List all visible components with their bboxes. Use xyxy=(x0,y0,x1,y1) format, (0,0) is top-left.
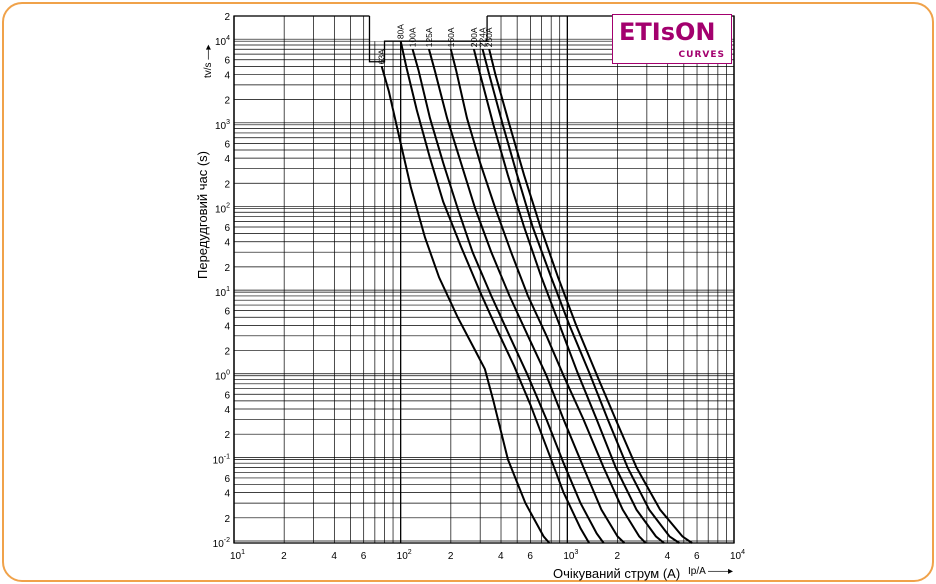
y-tick-label: 6 xyxy=(224,307,230,318)
y-tick-label: 2 xyxy=(224,12,230,23)
x-tick-label: 6 xyxy=(527,551,533,562)
y-tick-label: 104 xyxy=(215,35,230,48)
y-tick-label: 6 xyxy=(224,223,230,234)
x-tick-label: 4 xyxy=(331,551,337,562)
chart-grid xyxy=(233,15,735,544)
grid-top-notch xyxy=(368,15,488,63)
curve-label-200A: 200A xyxy=(469,27,479,47)
x-tick-label: 6 xyxy=(361,551,367,562)
x-tick-label: 2 xyxy=(281,551,287,562)
curve-label-100A: 100A xyxy=(408,27,418,47)
y-tick-label: 6 xyxy=(224,139,230,150)
x-axis-symbol: Ip/A ——▸ xyxy=(688,566,733,577)
y-tick-labels: 2 104 6 4 2 103 6 4 2 102 6 4 2 101 6 4 2 100 6 4 2 10-1 6 4 2 10… xyxy=(213,12,231,550)
x-tick-label: 4 xyxy=(498,551,504,562)
curve-label-250A: 250A xyxy=(484,27,494,47)
y-tick-label: 4 xyxy=(224,321,230,332)
y-tick-label: 2 xyxy=(224,347,230,358)
y-tick-label: 10-2 xyxy=(213,537,230,550)
y-tick-label: 4 xyxy=(224,154,230,165)
curve-200A xyxy=(472,49,665,544)
x-tick-labels: 101 2 4 6 102 2 4 6 103 2 4 6 104 xyxy=(230,549,745,562)
y-tick-label: 102 xyxy=(215,202,230,215)
x-tick-label: 101 xyxy=(230,549,245,562)
y-tick-label: 2 xyxy=(224,96,230,107)
curve-63A xyxy=(380,66,551,544)
y-tick-label: 4 xyxy=(224,405,230,416)
y-tick-label: 10-1 xyxy=(213,453,230,466)
curves xyxy=(380,40,693,544)
curve-label-125A: 125A xyxy=(424,27,434,47)
logo-subtext: CURVES xyxy=(678,50,725,60)
y-tick-label: 100 xyxy=(215,370,230,383)
logo-text: ETIsON xyxy=(619,18,716,46)
curve-250A xyxy=(488,49,693,544)
curve-label-80A: 80A xyxy=(396,24,406,39)
grid-notch-background xyxy=(369,15,488,42)
curve-125A xyxy=(428,49,626,544)
y-tick-label: 2 xyxy=(224,179,230,190)
axis-titles: Очікуваний струм (A) Ip/A ——▸ Передудговий… xyxy=(195,45,733,581)
curve-160A xyxy=(449,49,647,544)
y-tick-label: 4 xyxy=(224,238,230,249)
x-tick-label: 102 xyxy=(397,549,412,562)
x-tick-label: 104 xyxy=(730,549,745,562)
y-axis-symbol: tv/s —▸ xyxy=(203,45,214,78)
y-tick-label: 4 xyxy=(224,70,230,81)
y-tick-label: 6 xyxy=(224,56,230,67)
x-tick-label: 6 xyxy=(694,551,700,562)
x-tick-label: 103 xyxy=(563,549,578,562)
curve-label-63A: 63A xyxy=(377,49,387,64)
x-tick-label: 4 xyxy=(665,551,671,562)
curve-label-224A: 224A xyxy=(478,27,488,47)
y-tick-label: 6 xyxy=(224,390,230,401)
y-tick-label: 4 xyxy=(224,489,230,500)
y-axis-title: Передудговий час (s) xyxy=(195,151,210,279)
curve-80A xyxy=(399,40,590,544)
y-tick-label: 103 xyxy=(215,119,230,132)
y-tick-label: 6 xyxy=(224,474,230,485)
y-tick-label: 2 xyxy=(224,263,230,274)
curve-label-160A: 160A xyxy=(446,27,456,47)
curve-224A xyxy=(481,49,680,544)
curve-100A xyxy=(411,49,605,544)
x-axis-title: Очікуваний струм (A) xyxy=(553,566,680,581)
x-tick-label: 2 xyxy=(615,551,621,562)
y-tick-label: 2 xyxy=(224,514,230,525)
grid-notch-outline xyxy=(368,16,488,63)
y-tick-label: 2 xyxy=(224,430,230,441)
y-tick-label: 101 xyxy=(215,286,230,299)
etison-logo: ETIsON CURVES xyxy=(612,14,732,64)
x-tick-label: 2 xyxy=(448,551,454,562)
